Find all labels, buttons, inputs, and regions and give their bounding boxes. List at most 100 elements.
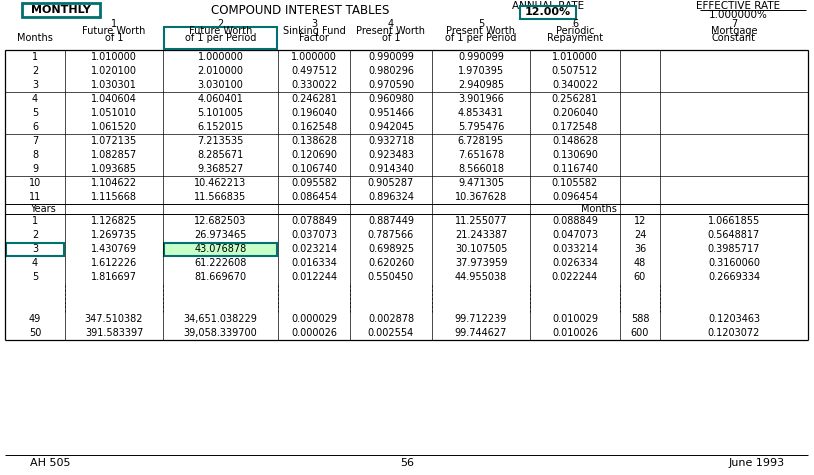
Text: 7.651678: 7.651678 — [457, 150, 504, 160]
Text: 0.130690: 0.130690 — [552, 150, 598, 160]
Bar — [6, 243, 64, 256]
Text: 3.030100: 3.030100 — [198, 80, 243, 90]
Text: 5.101005: 5.101005 — [198, 108, 243, 118]
Text: 0.016334: 0.016334 — [291, 258, 337, 268]
Text: 391.583397: 391.583397 — [85, 328, 143, 338]
Text: 1.040604: 1.040604 — [91, 94, 137, 104]
Text: 5: 5 — [478, 19, 484, 29]
Text: 0.138628: 0.138628 — [291, 136, 337, 146]
Text: 81.669670: 81.669670 — [195, 272, 247, 282]
Bar — [164, 27, 277, 49]
Text: 1: 1 — [111, 19, 117, 29]
Text: 0.1203072: 0.1203072 — [708, 328, 760, 338]
Text: 4: 4 — [388, 19, 394, 29]
Text: 37.973959: 37.973959 — [455, 258, 507, 268]
Text: 1: 1 — [32, 216, 38, 226]
Text: 8.285671: 8.285671 — [197, 150, 243, 160]
Text: 0.914340: 0.914340 — [368, 164, 414, 174]
Text: 12: 12 — [634, 216, 646, 226]
Text: Mortgage: Mortgage — [711, 26, 757, 36]
Text: Months: Months — [17, 33, 53, 43]
Text: 0.990099: 0.990099 — [458, 52, 504, 62]
Bar — [520, 6, 576, 19]
Text: 44.955038: 44.955038 — [455, 272, 507, 282]
Text: 0.047073: 0.047073 — [552, 230, 598, 240]
Text: 0.887449: 0.887449 — [368, 216, 414, 226]
Text: 1.126825: 1.126825 — [91, 216, 137, 226]
Text: Sinking Fund: Sinking Fund — [282, 26, 345, 36]
Text: 1.430769: 1.430769 — [91, 244, 137, 254]
Text: 0.620260: 0.620260 — [368, 258, 414, 268]
Text: 49: 49 — [28, 314, 42, 324]
Text: EFFECTIVE RATE: EFFECTIVE RATE — [696, 1, 780, 11]
Text: 0.2669334: 0.2669334 — [708, 272, 760, 282]
Text: 6.152015: 6.152015 — [197, 122, 243, 132]
Text: 99.744627: 99.744627 — [455, 328, 507, 338]
Text: 7: 7 — [32, 136, 38, 146]
Text: 0.970590: 0.970590 — [368, 80, 414, 90]
Text: 0.172548: 0.172548 — [552, 122, 598, 132]
Text: 6: 6 — [32, 122, 38, 132]
Text: 1.020100: 1.020100 — [91, 66, 137, 76]
Text: 0.033214: 0.033214 — [552, 244, 598, 254]
Text: 1.010000: 1.010000 — [91, 52, 137, 62]
Text: 2.010000: 2.010000 — [198, 66, 243, 76]
Text: of 1: of 1 — [382, 33, 400, 43]
Text: 0.923483: 0.923483 — [368, 150, 414, 160]
Text: 0.787566: 0.787566 — [368, 230, 414, 240]
Text: 1: 1 — [32, 52, 38, 62]
Text: 0.026334: 0.026334 — [552, 258, 598, 268]
Text: 1.030301: 1.030301 — [91, 80, 137, 90]
Text: 0.196040: 0.196040 — [291, 108, 337, 118]
Text: 36: 36 — [634, 244, 646, 254]
Text: 1.970395: 1.970395 — [458, 66, 504, 76]
Text: of 1 per Period: of 1 per Period — [185, 33, 256, 43]
Text: 0.3985717: 0.3985717 — [708, 244, 760, 254]
Text: 0.330022: 0.330022 — [291, 80, 337, 90]
Text: 0.1203463: 0.1203463 — [708, 314, 760, 324]
Text: 60: 60 — [634, 272, 646, 282]
Text: 2: 2 — [217, 19, 224, 29]
Text: 43.076878: 43.076878 — [195, 244, 247, 254]
Text: 24: 24 — [634, 230, 646, 240]
Text: 39,058.339700: 39,058.339700 — [184, 328, 257, 338]
Text: 21.243387: 21.243387 — [455, 230, 507, 240]
Text: 0.698925: 0.698925 — [368, 244, 414, 254]
Text: 34,651.038229: 34,651.038229 — [184, 314, 257, 324]
Text: 10.462213: 10.462213 — [195, 178, 247, 188]
Text: 26.973465: 26.973465 — [195, 230, 247, 240]
Text: 0.000026: 0.000026 — [291, 328, 337, 338]
Text: June 1993: June 1993 — [729, 458, 785, 468]
Text: Present Worth: Present Worth — [357, 26, 426, 36]
Text: 9.471305: 9.471305 — [458, 178, 504, 188]
Text: MONTHLY: MONTHLY — [31, 5, 91, 15]
Text: 48: 48 — [634, 258, 646, 268]
Text: 2: 2 — [32, 230, 38, 240]
Text: 0.148628: 0.148628 — [552, 136, 598, 146]
Text: 0.116740: 0.116740 — [552, 164, 598, 174]
Text: 0.5648817: 0.5648817 — [708, 230, 760, 240]
Text: 12.682503: 12.682503 — [195, 216, 247, 226]
Text: 5.795476: 5.795476 — [457, 122, 504, 132]
Text: 1.000000: 1.000000 — [291, 52, 337, 62]
Text: 3: 3 — [311, 19, 317, 29]
Text: 0.105582: 0.105582 — [552, 178, 598, 188]
Text: 0.896324: 0.896324 — [368, 192, 414, 202]
Text: 12.00%: 12.00% — [525, 7, 571, 17]
Text: 0.022244: 0.022244 — [552, 272, 598, 282]
Text: 0.990099: 0.990099 — [368, 52, 414, 62]
Text: 2.940985: 2.940985 — [458, 80, 504, 90]
Text: 1.104622: 1.104622 — [91, 178, 137, 188]
Text: 0.507512: 0.507512 — [552, 66, 598, 76]
Text: 4: 4 — [32, 258, 38, 268]
Text: 9: 9 — [32, 164, 38, 174]
Text: 50: 50 — [28, 328, 42, 338]
Text: 1.269735: 1.269735 — [91, 230, 137, 240]
Text: Repayment: Repayment — [547, 33, 603, 43]
Bar — [22, 3, 100, 17]
Text: 0.095582: 0.095582 — [291, 178, 337, 188]
Text: 0.023214: 0.023214 — [291, 244, 337, 254]
Text: 2: 2 — [32, 66, 38, 76]
Text: 600: 600 — [631, 328, 650, 338]
Bar — [164, 243, 277, 256]
